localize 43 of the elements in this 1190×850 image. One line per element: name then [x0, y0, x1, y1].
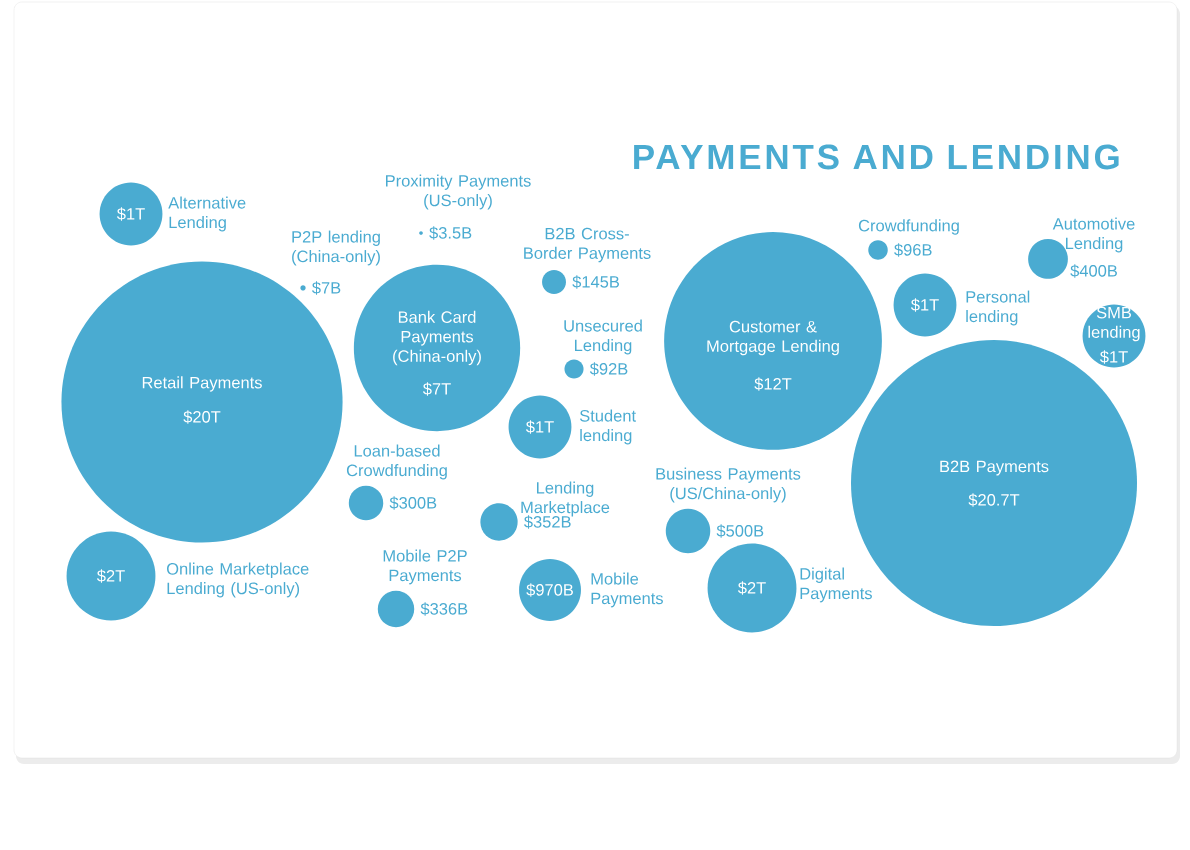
- category-label: Loan-based Crowdfunding: [346, 444, 447, 480]
- data-label: $1T: [525, 420, 554, 434]
- category-label: Bank Card Payments (China-only): [393, 310, 481, 366]
- category-label: Crowdfunding: [858, 219, 959, 235]
- data-label: $400B: [1070, 264, 1117, 278]
- data-label: $2T: [737, 581, 766, 595]
- data-label: $20T: [183, 410, 221, 424]
- category-label: Digital Payments: [800, 567, 872, 603]
- data-label: $1T: [116, 207, 145, 221]
- category-label: Proximity Payments (US-only): [386, 174, 531, 210]
- data-label: $20.7T: [968, 493, 1020, 507]
- category-label: Personal lending: [966, 290, 1030, 326]
- category-label: Unsecured Lending: [564, 319, 642, 355]
- data-label: $3.5B: [429, 226, 472, 240]
- data-label: $300B: [389, 496, 437, 510]
- category-label: Mobile P2P Payments: [383, 549, 467, 585]
- data-label: $7T: [422, 382, 451, 396]
- data-label: $92B: [589, 362, 628, 376]
- category-label: Business Payments (US/China-only): [656, 467, 801, 503]
- category-label: Lending Marketplace: [521, 481, 610, 517]
- text: PAYMENTS AND LENDING: [634, 144, 1119, 170]
- data-label: $336B: [420, 602, 468, 616]
- data-label: $2T: [96, 569, 125, 583]
- data-label: $7B: [312, 281, 341, 295]
- category-label: Alternative Lending: [168, 196, 246, 232]
- category-label: B2B Payments: [940, 460, 1049, 476]
- data-label: $12T: [754, 377, 792, 391]
- category-label: Mobile Payments: [591, 572, 663, 608]
- category-label: B2B Cross-Border Payments: [524, 227, 651, 263]
- data-label: $352B: [524, 515, 571, 529]
- category-label: P2P lending (China-only): [292, 230, 380, 266]
- data-label: $500B: [716, 524, 764, 538]
- category-label: Customer & Mortgage Lending: [707, 320, 839, 356]
- data-label: $1T: [910, 298, 939, 312]
- data-label: $145B: [572, 275, 620, 289]
- data-label: $970B: [526, 583, 573, 597]
- data-label: $96B: [894, 243, 932, 257]
- data-label: $1T: [1099, 350, 1128, 364]
- category-label: SMB lending: [1088, 306, 1140, 342]
- category-label: Retail Payments: [142, 376, 262, 392]
- category-label: Online Marketplace Lending (US-only): [166, 562, 309, 598]
- category-label: Automotive Lending: [1052, 217, 1135, 253]
- category-label: Student lending: [579, 409, 636, 445]
